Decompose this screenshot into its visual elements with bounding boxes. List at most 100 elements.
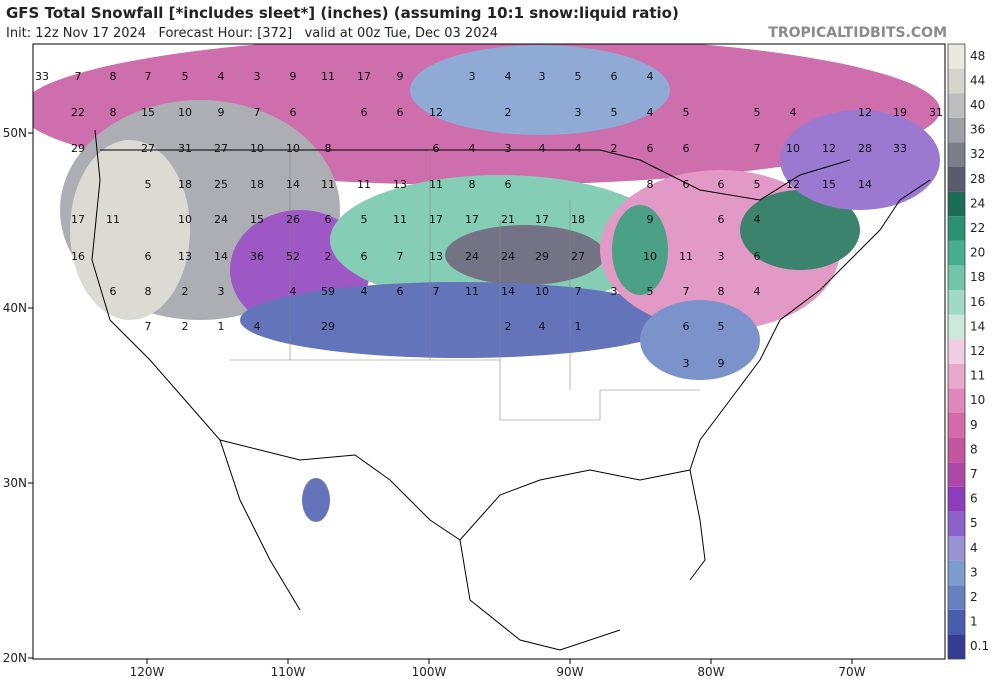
lat-tick-label: 30N [3, 476, 27, 490]
colorbar-label: 28 [970, 172, 985, 186]
colorbar-swatch [948, 265, 965, 290]
snow-value: 33 [893, 142, 907, 155]
map [33, 44, 945, 659]
snow-value: 6 [754, 250, 761, 263]
snow-value: 12 [786, 178, 800, 191]
colorbar-swatch [948, 68, 965, 94]
colorbar-label: 10 [970, 393, 985, 407]
colorbar-swatch [948, 388, 965, 413]
snow-value: 6 [433, 142, 440, 155]
snow-value: 3 [575, 106, 582, 119]
snow-value: 14 [858, 178, 872, 191]
colorbar-swatch [948, 216, 965, 241]
snow-value: 24 [214, 213, 228, 226]
snow-value: 12 [429, 106, 443, 119]
colorbar-swatch [948, 93, 965, 118]
snow-value: 27 [141, 142, 155, 155]
colorbar-swatch [948, 413, 965, 438]
colorbar-label: 6 [970, 492, 978, 506]
snow-value: 18 [250, 178, 264, 191]
colorbar-swatch [948, 462, 965, 487]
snow-value: 3 [718, 250, 725, 263]
colorbar-swatch [948, 486, 965, 512]
colorbar-label: 16 [970, 295, 985, 309]
snow-value: 52 [286, 250, 300, 263]
colorbar-label: 1 [970, 615, 978, 629]
lat-tick-label: 40N [3, 301, 27, 315]
colorbar-swatch [948, 339, 965, 364]
snow-value: 7 [397, 250, 404, 263]
snow-value: 17 [357, 70, 371, 83]
colorbar-swatch [948, 191, 965, 217]
snow-value: 13 [429, 250, 443, 263]
snow-value: 6 [361, 250, 368, 263]
colorbar-swatch [948, 437, 965, 463]
snow-value: 1 [575, 320, 582, 333]
snow-value: 10 [286, 142, 300, 155]
colorbar-label: 7 [970, 467, 978, 481]
snow-value: 15 [822, 178, 836, 191]
colorbar-label: 0.1 [970, 639, 989, 653]
snow-value: 33 [35, 70, 49, 83]
snow-value: 59 [321, 285, 335, 298]
snow-value: 31 [929, 106, 943, 119]
snow-value: 36 [250, 250, 264, 263]
snow-value: 8 [110, 106, 117, 119]
snow-value: 29 [535, 250, 549, 263]
snow-value: 3 [611, 285, 618, 298]
snow-value: 31 [178, 142, 192, 155]
snow-value: 11 [393, 213, 407, 226]
snow-value: 8 [145, 285, 152, 298]
snow-value: 6 [647, 142, 654, 155]
colorbar-label: 14 [970, 319, 985, 333]
snow-value: 21 [501, 213, 515, 226]
snow-value: 13 [393, 178, 407, 191]
snow-value: 6 [683, 142, 690, 155]
snow-value: 6 [611, 70, 618, 83]
snow-value: 8 [325, 142, 332, 155]
snow-value: 6 [397, 106, 404, 119]
snow-value: 10 [535, 285, 549, 298]
colorbar-swatch [948, 511, 965, 536]
snow-value: 6 [718, 213, 725, 226]
colorbar-label: 22 [970, 221, 985, 235]
colorbar-label: 3 [970, 565, 978, 579]
colorbar-swatch [948, 536, 965, 561]
snow-value: 18 [178, 178, 192, 191]
snow-value: 12 [822, 142, 836, 155]
lon-tick-label: 120W [130, 665, 165, 679]
snow-value: 22 [71, 106, 85, 119]
snow-value: 11 [465, 285, 479, 298]
snow-value: 5 [647, 285, 654, 298]
snow-value: 17 [429, 213, 443, 226]
colorbar-label: 36 [970, 123, 985, 137]
snow-value: 7 [254, 106, 261, 119]
snow-value: 5 [361, 213, 368, 226]
snow-value: 2 [505, 106, 512, 119]
snow-value: 15 [141, 106, 155, 119]
snow-value: 4 [754, 285, 761, 298]
snow-value: 26 [286, 213, 300, 226]
lon-tick-label: 110W [271, 665, 306, 679]
snow-value: 7 [754, 142, 761, 155]
snow-value: 2 [182, 320, 189, 333]
snow-value: 6 [290, 106, 297, 119]
snow-value: 25 [214, 178, 228, 191]
snow-value: 4 [539, 320, 546, 333]
snow-value: 5 [182, 70, 189, 83]
colorbar-label: 4 [970, 541, 978, 555]
snow-value: 3 [539, 70, 546, 83]
snow-value: 4 [254, 320, 261, 333]
snow-value: 4 [575, 142, 582, 155]
colorbar-label: 32 [970, 147, 985, 161]
colorbar-swatch [948, 585, 965, 610]
snow-value: 14 [501, 285, 515, 298]
snow-value: 3 [254, 70, 261, 83]
snow-value: 4 [647, 70, 654, 83]
colorbar-swatch [948, 363, 965, 389]
snow-value: 19 [893, 106, 907, 119]
snow-value: 6 [397, 285, 404, 298]
snow-value: 6 [145, 250, 152, 263]
colorbar-label: 2 [970, 590, 978, 604]
snow-value: 4 [790, 106, 797, 119]
